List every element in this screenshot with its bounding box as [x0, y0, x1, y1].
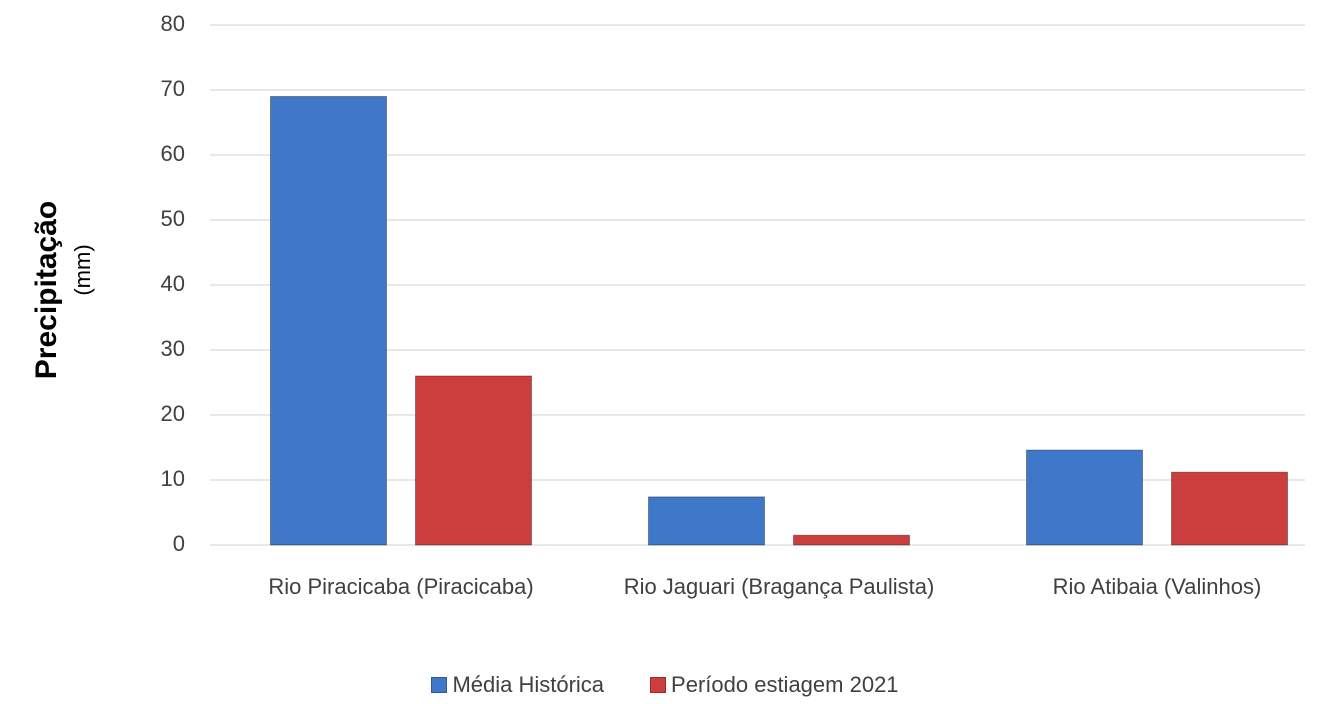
y-tick-label: 0 — [173, 531, 185, 556]
legend-label: Média Histórica — [452, 672, 605, 697]
bar — [415, 375, 532, 546]
bar — [1026, 449, 1143, 546]
y-tick-label: 10 — [161, 466, 185, 491]
legend-swatch — [650, 677, 667, 693]
bar — [1171, 471, 1288, 546]
y-tick-label: 40 — [161, 271, 185, 296]
bar — [648, 496, 765, 546]
y-tick-label: 50 — [161, 206, 185, 231]
legend-item: Média Histórica — [431, 672, 604, 698]
x-tick-label: Rio Piracicaba (Piracicaba) — [268, 574, 534, 599]
y-tick-label: 60 — [161, 141, 185, 166]
legend-swatch — [431, 677, 448, 693]
y-tick-label: 30 — [161, 336, 185, 361]
bar — [270, 96, 387, 546]
bar — [793, 534, 910, 546]
x-tick-label: Rio Jaguari (Bragança Paulista) — [623, 574, 935, 599]
y-tick-label: 20 — [161, 401, 185, 426]
y-tick-label: 80 — [161, 11, 185, 36]
y-axis-label: Precipitação — [30, 201, 63, 379]
legend-label: Período estiagem 2021 — [671, 672, 899, 697]
y-axis-unit: (mm) — [70, 244, 95, 295]
legend: Média Histórica Período estiagem 2021 — [0, 672, 1330, 698]
x-tick-label: Rio Atibaia (Valinhos) — [1052, 574, 1262, 599]
legend-item: Período estiagem 2021 — [650, 672, 899, 698]
y-tick-label: 70 — [161, 76, 185, 101]
